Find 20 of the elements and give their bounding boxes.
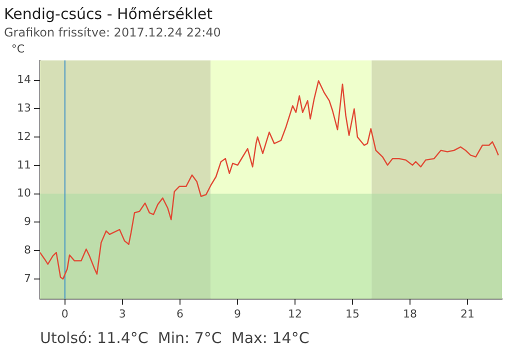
x-tick-label: 9 [234,307,241,320]
x-tick-label: 15 [345,307,360,320]
y-axis-title: °C [11,42,25,56]
y-tick-label: 14 [17,73,31,86]
y-tick-label: 10 [17,186,31,200]
y-tick-label: 12 [17,130,31,143]
x-tick-label: 0 [61,307,68,320]
y-tick-label: 11 [17,158,31,172]
text: Utolsó: 11.4°C Min: 7°C Max: 14°C [40,329,310,347]
x-tick-label: 18 [402,307,417,320]
chart-title: Kendig-csúcs - Hőmérséklet [4,4,213,23]
y-tick-label: 9 [24,215,31,228]
x-tick-label: 12 [288,307,302,320]
x-tick-label: 6 [176,307,184,320]
y-tick-label: 8 [24,243,31,256]
x-tick-label: 3 [118,307,126,320]
chart-subtitle: Grafikon frissítve: 2017.12.24 22:40 [4,25,221,40]
y-tick-label: 7 [24,272,31,285]
x-tick-label: 21 [460,307,474,320]
y-tick-label: 13 [17,102,31,115]
